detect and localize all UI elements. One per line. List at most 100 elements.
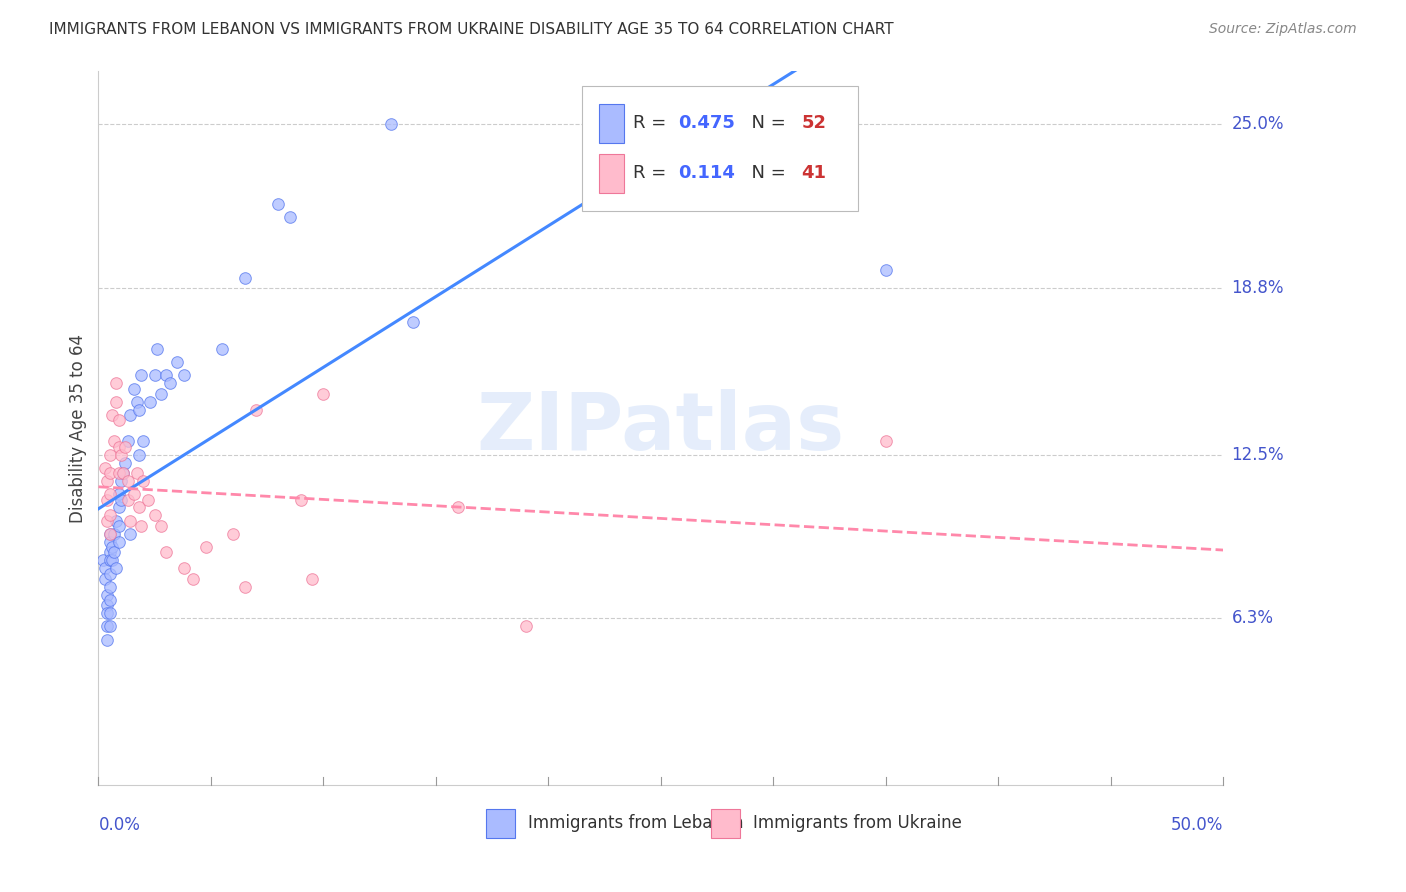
Point (101, 540, 124, 554)
Point (110, 474, 132, 488)
Point (96, 632, 118, 647)
Point (105, 376, 128, 391)
Point (103, 545, 125, 559)
Text: N =: N = (740, 164, 792, 182)
FancyBboxPatch shape (599, 153, 624, 193)
Point (875, 434, 897, 449)
Point (402, 315, 425, 329)
Point (290, 492, 312, 507)
Point (233, 270, 256, 285)
Point (233, 580, 256, 594)
Point (110, 448, 132, 462)
Point (98, 566, 121, 581)
Point (875, 262, 897, 277)
Point (159, 376, 181, 391)
Text: 25.0%: 25.0% (1232, 115, 1284, 133)
Point (107, 487, 129, 501)
Point (96, 619, 118, 633)
Point (155, 545, 177, 559)
Point (447, 500, 470, 515)
Point (222, 527, 245, 541)
Point (103, 434, 125, 449)
Point (107, 413, 129, 427)
Point (245, 402, 267, 417)
Point (128, 402, 150, 417)
Point (128, 448, 150, 462)
Text: Source: ZipAtlas.com: Source: ZipAtlas.com (1209, 22, 1357, 37)
Point (267, 196, 290, 211)
Point (143, 508, 166, 523)
Point (101, 553, 124, 567)
Point (125, 466, 148, 480)
Point (98, 619, 121, 633)
Point (166, 355, 188, 369)
Y-axis label: Disability Age 35 to 64: Disability Age 35 to 64 (69, 334, 87, 523)
Point (103, 527, 125, 541)
Point (98, 487, 121, 501)
Point (98, 448, 121, 462)
Text: 6.3%: 6.3% (1232, 609, 1274, 627)
Point (117, 474, 139, 488)
Point (155, 368, 177, 383)
Text: 18.8%: 18.8% (1232, 279, 1284, 297)
Text: Immigrants from Ukraine: Immigrants from Ukraine (754, 814, 962, 832)
Point (98, 580, 121, 594)
Point (132, 434, 155, 449)
Point (96, 514, 118, 528)
Point (124, 487, 146, 501)
Text: 52: 52 (801, 114, 827, 132)
Point (136, 492, 159, 507)
Text: R =: R = (633, 114, 672, 132)
Text: N =: N = (740, 114, 792, 132)
Point (118, 514, 141, 528)
Point (515, 619, 537, 633)
Point (150, 386, 173, 401)
Point (125, 394, 148, 409)
Point (96, 474, 118, 488)
Text: IMMIGRANTS FROM LEBANON VS IMMIGRANTS FROM UKRAINE DISABILITY AGE 35 TO 64 CORRE: IMMIGRANTS FROM LEBANON VS IMMIGRANTS FR… (49, 22, 894, 37)
Text: 41: 41 (801, 164, 827, 182)
Point (118, 527, 141, 541)
Point (112, 466, 135, 480)
Point (278, 210, 301, 224)
Point (107, 534, 129, 549)
Point (105, 514, 128, 528)
Point (98, 508, 121, 523)
Point (96, 606, 118, 620)
Point (98, 606, 121, 620)
Text: 0.0%: 0.0% (98, 815, 141, 833)
Point (124, 382, 146, 396)
Point (107, 466, 129, 480)
Text: 0.475: 0.475 (678, 114, 734, 132)
Point (94, 561, 117, 575)
Point (114, 440, 136, 454)
Point (98, 527, 121, 541)
Point (105, 561, 128, 575)
Point (173, 561, 195, 575)
Point (301, 572, 323, 586)
Point (139, 394, 162, 409)
Point (312, 386, 335, 401)
Point (107, 519, 129, 533)
Text: Immigrants from Lebanon: Immigrants from Lebanon (529, 814, 744, 832)
Point (105, 394, 128, 409)
Point (96, 492, 118, 507)
FancyBboxPatch shape (486, 808, 515, 838)
Point (101, 408, 124, 422)
Point (195, 540, 218, 554)
Point (143, 368, 166, 383)
FancyBboxPatch shape (711, 808, 740, 838)
Point (211, 342, 233, 356)
Text: 12.5%: 12.5% (1232, 446, 1284, 464)
FancyBboxPatch shape (582, 86, 858, 211)
Point (98, 466, 121, 480)
Point (96, 599, 118, 613)
Point (98, 534, 121, 549)
Text: ZIPatlas: ZIPatlas (477, 389, 845, 467)
Point (94, 572, 117, 586)
Point (96, 588, 118, 602)
Point (117, 492, 139, 507)
Point (91, 553, 114, 567)
Point (128, 500, 150, 515)
Point (117, 434, 139, 449)
